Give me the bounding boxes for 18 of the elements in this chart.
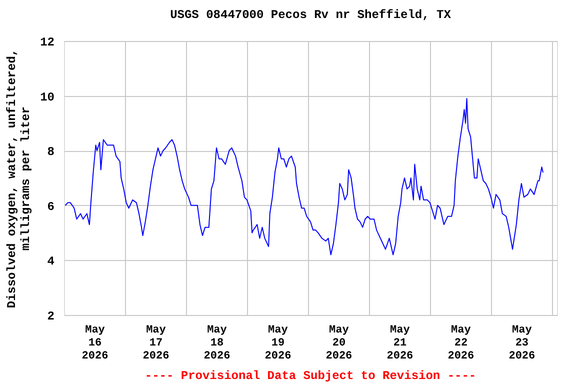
chart-title: USGS 08447000 Pecos Rv nr Sheffield, TX [170,8,452,22]
y-tick-label: 2 [47,310,54,324]
y-tick-label: 12 [40,36,54,50]
y-tick-label: 8 [47,145,54,160]
x-tick-label: May 18 2026 [204,324,230,362]
y-tick-label: 10 [40,90,54,104]
x-tick-label: May 16 2026 [82,324,108,362]
text: ---- Provisional Data Subject to Revision ---- [144,369,476,383]
line-series [64,98,544,256]
y-tick-label: 6 [47,200,54,214]
x-tick-label: May 20 2026 [326,324,352,362]
x-tick-label: May 22 2026 [448,324,474,362]
x-tick-label: May 21 2026 [386,324,414,362]
x-tick-label: May 23 2026 [508,324,536,362]
x-tick-label: May 19 2026 [264,324,292,362]
y-tick-label: 4 [47,254,54,269]
y-axis-title: Dissolved oxygen, water, unfiltered, milligrams per liter [5,48,34,308]
x-tick-label: May 17 2026 [142,324,170,362]
